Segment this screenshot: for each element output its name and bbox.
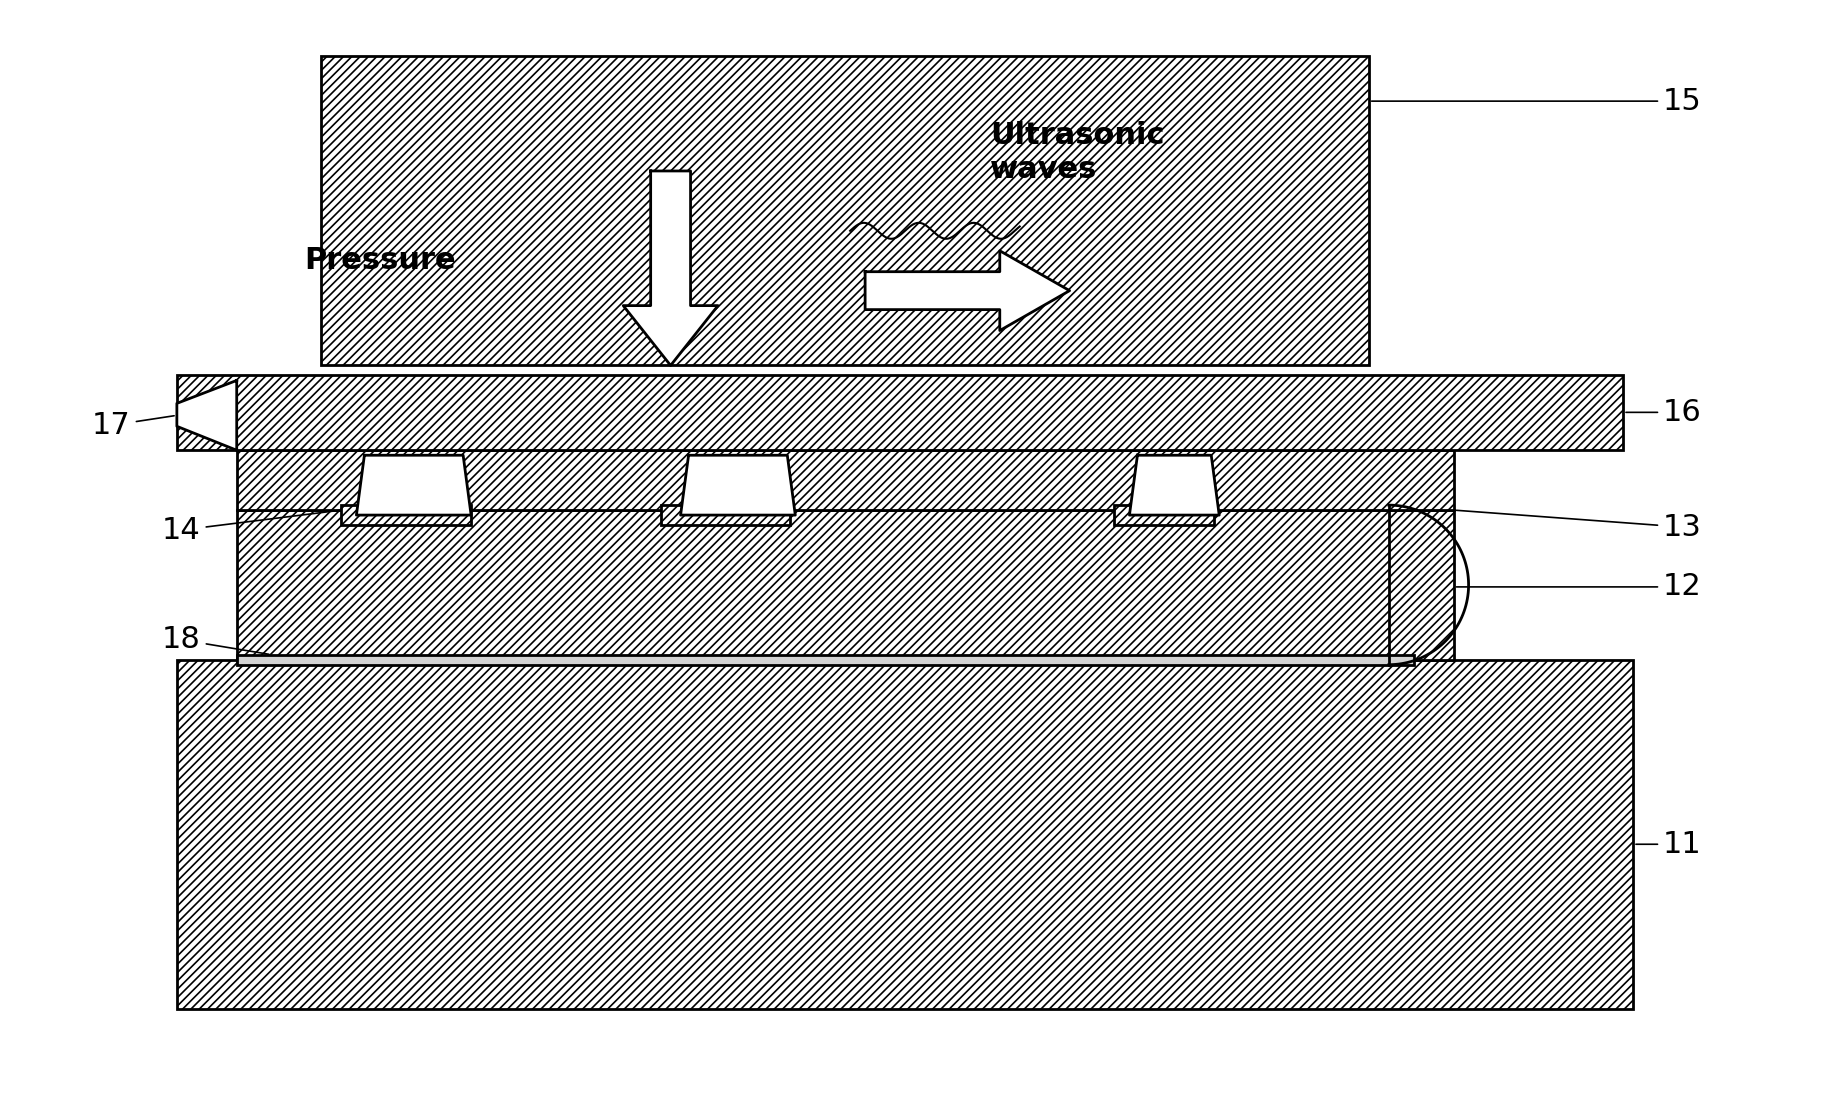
Text: 18: 18 xyxy=(162,625,268,654)
Text: 12: 12 xyxy=(1457,573,1703,601)
Polygon shape xyxy=(357,455,470,516)
Text: 17: 17 xyxy=(93,410,175,440)
Polygon shape xyxy=(623,171,718,365)
Bar xyxy=(1114,505,1214,525)
Text: 14: 14 xyxy=(162,510,339,544)
Bar xyxy=(341,505,470,525)
Bar xyxy=(237,655,1413,665)
Polygon shape xyxy=(680,455,795,516)
Text: 15: 15 xyxy=(1371,87,1703,115)
Text: Pressure: Pressure xyxy=(304,246,456,275)
Bar xyxy=(177,375,1622,450)
Text: 11: 11 xyxy=(1635,829,1703,859)
Bar xyxy=(237,450,1453,510)
Polygon shape xyxy=(1130,455,1220,516)
Bar xyxy=(237,510,1453,659)
Bar xyxy=(321,56,1369,365)
Text: 16: 16 xyxy=(1626,398,1703,427)
Polygon shape xyxy=(866,251,1070,330)
Bar xyxy=(177,659,1633,1009)
Text: Ultrasonic
waves: Ultrasonic waves xyxy=(990,121,1165,183)
Polygon shape xyxy=(177,381,237,450)
Text: 13: 13 xyxy=(1457,510,1703,542)
Bar xyxy=(660,505,791,525)
